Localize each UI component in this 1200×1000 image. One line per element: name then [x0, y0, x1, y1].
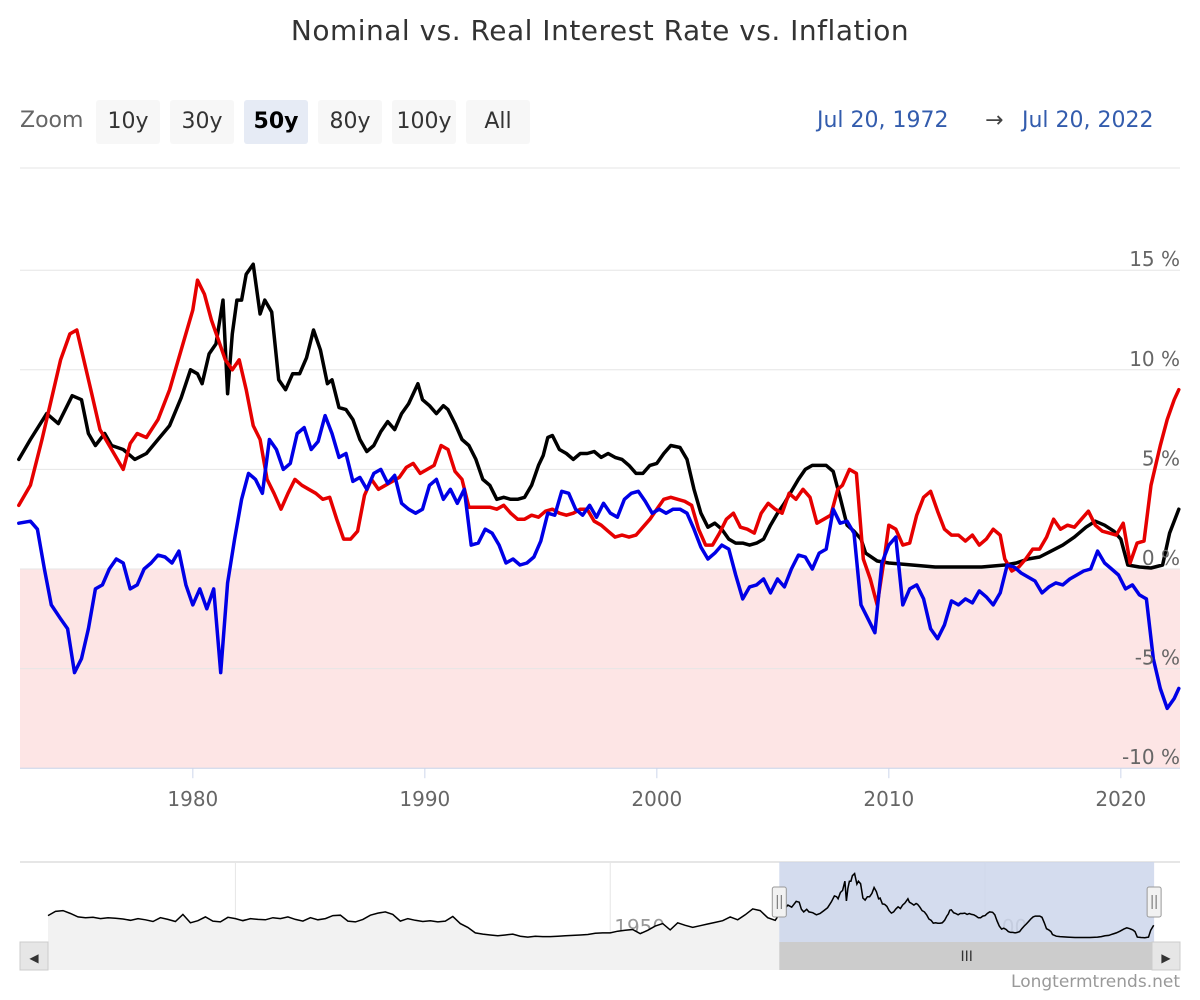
scroll-right-icon: ▶ [1161, 951, 1171, 965]
range-arrow: → [985, 108, 1004, 133]
zoom-button-100y[interactable]: 100y [392, 100, 456, 144]
scrollbar-thumb[interactable] [779, 942, 1155, 970]
scroll-right-button[interactable] [1151, 941, 1181, 971]
navigator-handle-right[interactable] [1146, 886, 1162, 918]
scrollbar-grip-icon: III [961, 949, 973, 965]
zoom-button-30y[interactable]: 30y [170, 100, 234, 144]
range-to[interactable]: Jul 20, 2022 [1022, 108, 1154, 133]
navigator-selection-mask[interactable] [779, 862, 1155, 942]
range-from[interactable]: Jul 20, 1972 [817, 108, 949, 133]
scroll-left-icon: ◀ [29, 951, 39, 965]
zoom-button-All[interactable]: All [466, 100, 530, 144]
navigator-series-line-selected [779, 872, 1155, 939]
zoom-button-50y[interactable]: 50y [244, 100, 308, 144]
credit-text[interactable]: Longtermtrends.net [1011, 972, 1180, 992]
zoom-button-80y[interactable]: 80y [318, 100, 382, 144]
zoom-button-10y[interactable]: 10y [96, 100, 160, 144]
zoom-label: Zoom [20, 108, 84, 133]
chart-title: Nominal vs. Real Interest Rate vs. Infla… [290, 14, 910, 47]
navigator-handle-left[interactable] [771, 886, 787, 918]
scroll-left-button[interactable] [19, 941, 49, 971]
